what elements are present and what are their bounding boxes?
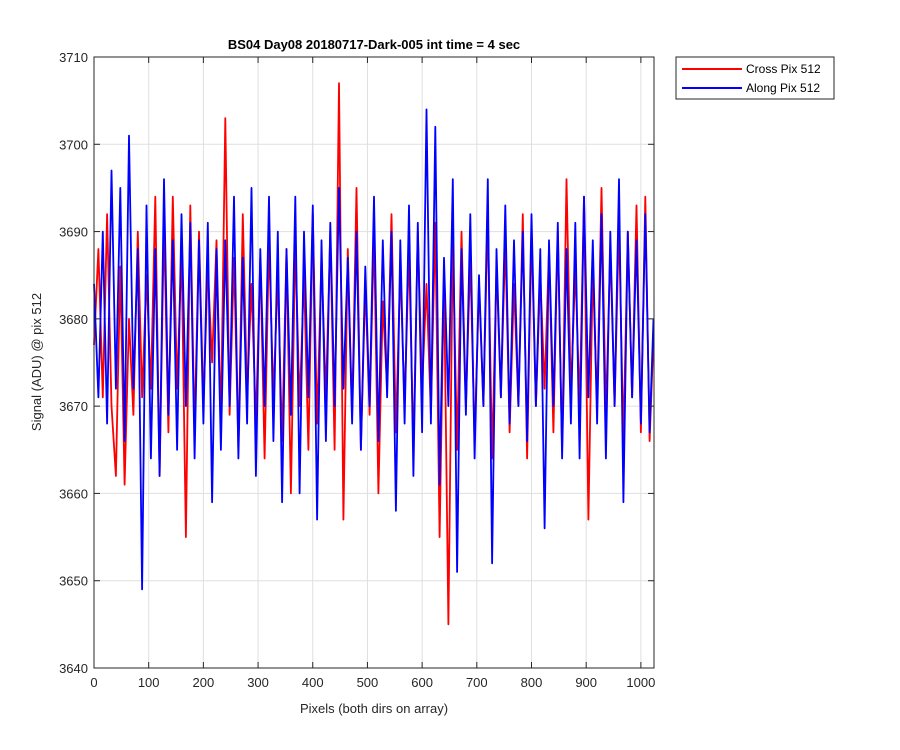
x-tick-label: 500 — [357, 675, 379, 690]
y-tick-label: 3670 — [59, 399, 88, 414]
x-tick-label: 0 — [90, 675, 97, 690]
y-tick-label: 3710 — [59, 50, 88, 65]
x-tick-label: 1000 — [626, 675, 655, 690]
y-tick-label: 3680 — [59, 312, 88, 327]
x-axis-label: Pixels (both dirs on array) — [300, 701, 448, 716]
x-tick-label: 200 — [193, 675, 215, 690]
series-line-along-pix-512 — [93, 108, 655, 591]
legend-box — [675, 56, 835, 100]
x-tick-label: 300 — [247, 675, 269, 690]
legend: Cross Pix 512 Along Pix 512 — [675, 56, 835, 100]
ticks: 0 100 200 300 400 500 600 700 800 900 1000 3640 3650… — [59, 50, 655, 690]
series-layer — [93, 82, 655, 626]
chart-title: BS04 Day08 20180717-Dark-005 int time = … — [228, 37, 520, 52]
x-tick-label: 900 — [575, 675, 597, 690]
y-tick-label: 3690 — [59, 225, 88, 240]
x-tick-label: 800 — [521, 675, 543, 690]
legend-label-cross: Cross Pix 512 — [746, 62, 821, 76]
y-tick-label: 3650 — [59, 574, 88, 589]
y-tick-label: 3660 — [59, 486, 88, 501]
legend-label-along: Along Pix 512 — [746, 81, 820, 95]
x-tick-label: 100 — [138, 675, 160, 690]
axes-box — [93, 56, 655, 669]
y-tick-label: 3640 — [59, 661, 88, 676]
x-tick-label: 700 — [466, 675, 488, 690]
x-tick-label: 600 — [411, 675, 433, 690]
y-axis-label: Signal (ADU) @ pix 512 — [29, 293, 44, 431]
y-tick-label: 3700 — [59, 137, 88, 152]
x-tick-label: 400 — [302, 675, 324, 690]
